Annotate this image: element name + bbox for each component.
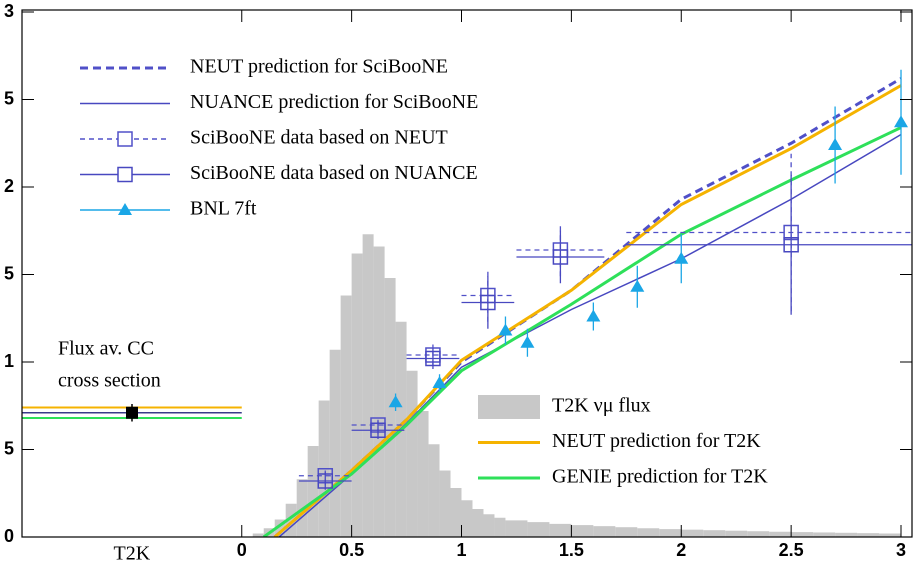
hist-bar xyxy=(615,527,638,537)
hist-bar xyxy=(593,526,616,537)
hist-bar xyxy=(285,503,297,537)
legend-label: NUANCE prediction for SciBooNE xyxy=(190,91,478,113)
hist-bar xyxy=(703,530,726,537)
hist-bar xyxy=(274,519,286,537)
hist-bar xyxy=(835,532,858,537)
marker xyxy=(370,422,386,438)
hist-bar xyxy=(637,528,660,537)
hist-bar xyxy=(439,470,451,537)
category-label: T2K xyxy=(114,543,151,565)
frame xyxy=(21,9,913,538)
marker xyxy=(425,350,441,367)
legend-label: NEUT prediction for T2K xyxy=(552,430,761,452)
x-tick-label: 1.5 xyxy=(559,540,584,560)
hist-bar xyxy=(659,529,682,537)
hist-bar xyxy=(373,246,385,537)
y-tick-label: 2 xyxy=(4,176,14,196)
legend-label: T2K νμ flux xyxy=(552,395,651,417)
y-tick-label: 5 xyxy=(4,263,14,283)
hist-bar xyxy=(417,411,429,537)
annotation: cross section xyxy=(58,370,161,392)
marker xyxy=(894,115,909,128)
hist-bar xyxy=(549,523,572,537)
marker xyxy=(630,279,645,292)
marker xyxy=(520,335,535,348)
hist-bar xyxy=(483,514,495,537)
hist-bar xyxy=(406,370,418,537)
flux-average-point xyxy=(126,406,138,419)
x-tick-label: 0.5 xyxy=(339,540,364,560)
legend-marker xyxy=(117,131,133,147)
hist-bar xyxy=(450,488,462,537)
annotation: Flux av. CC xyxy=(58,338,154,360)
hist-bar xyxy=(252,533,264,537)
marker xyxy=(317,473,334,489)
marker xyxy=(586,309,601,322)
hist-bar xyxy=(505,520,528,537)
hist-bar xyxy=(461,500,473,537)
x-tick-label: 3 xyxy=(896,540,906,560)
line xyxy=(273,84,902,537)
legend-marker xyxy=(118,203,132,215)
axes: 0 5 1 5 2 5 3 0 0.5 1 1.5 2 2.5 3 T2K Flux av. CC cross … xyxy=(4,1,912,565)
hist-bar xyxy=(747,531,770,537)
marker xyxy=(388,395,403,408)
hist-bar xyxy=(681,529,704,537)
hist-bar xyxy=(813,532,836,537)
legend-label: SciBooNE data based on NUANCE xyxy=(190,162,478,184)
hist-bar xyxy=(340,295,352,537)
legend-label: NEUT prediction for SciBooNE xyxy=(190,56,448,78)
plot-area xyxy=(22,69,912,537)
marker xyxy=(498,323,513,336)
y-tick-label: 5 xyxy=(4,88,14,108)
y-tick-label: 1 xyxy=(4,351,14,371)
y-tick-label: 3 xyxy=(4,1,14,21)
legend-label: SciBooNE data based on NEUT xyxy=(190,127,448,149)
hist-bar xyxy=(307,446,319,537)
hist-bar xyxy=(472,509,484,537)
legend-label: GENIE prediction for T2K xyxy=(552,466,768,488)
hist-bar xyxy=(384,278,396,537)
hist-bar xyxy=(527,522,550,537)
y-tick-label: 0 xyxy=(4,526,14,546)
marker xyxy=(674,251,689,264)
x-tick-label: 1 xyxy=(456,540,466,560)
x-tick-label: 0 xyxy=(237,540,247,560)
hist-bar xyxy=(329,349,341,537)
marker xyxy=(552,249,569,265)
hist-bar xyxy=(725,530,748,537)
marker xyxy=(828,138,843,150)
hist-bar xyxy=(571,525,594,537)
x-tick-label: 2.5 xyxy=(779,540,804,560)
legend-swatch xyxy=(478,395,540,419)
x-tick-label: 2 xyxy=(676,540,686,560)
hist-bar xyxy=(362,234,374,537)
legend-label: BNL 7ft xyxy=(190,198,257,220)
hist-bar xyxy=(791,532,814,537)
legend-marker xyxy=(117,166,133,183)
line xyxy=(262,126,902,537)
legend: NEUT prediction for SciBooNE NUANCE predi… xyxy=(80,56,768,488)
hist-bar xyxy=(857,533,880,537)
hist-bar xyxy=(494,517,506,537)
hist-bar xyxy=(428,444,440,537)
hist-bar xyxy=(879,533,902,537)
marker xyxy=(432,376,447,388)
marker xyxy=(480,294,496,311)
marker xyxy=(783,237,799,253)
hist-bar xyxy=(769,531,792,537)
hist-bar xyxy=(351,253,363,537)
y-tick-label: 5 xyxy=(4,438,14,458)
